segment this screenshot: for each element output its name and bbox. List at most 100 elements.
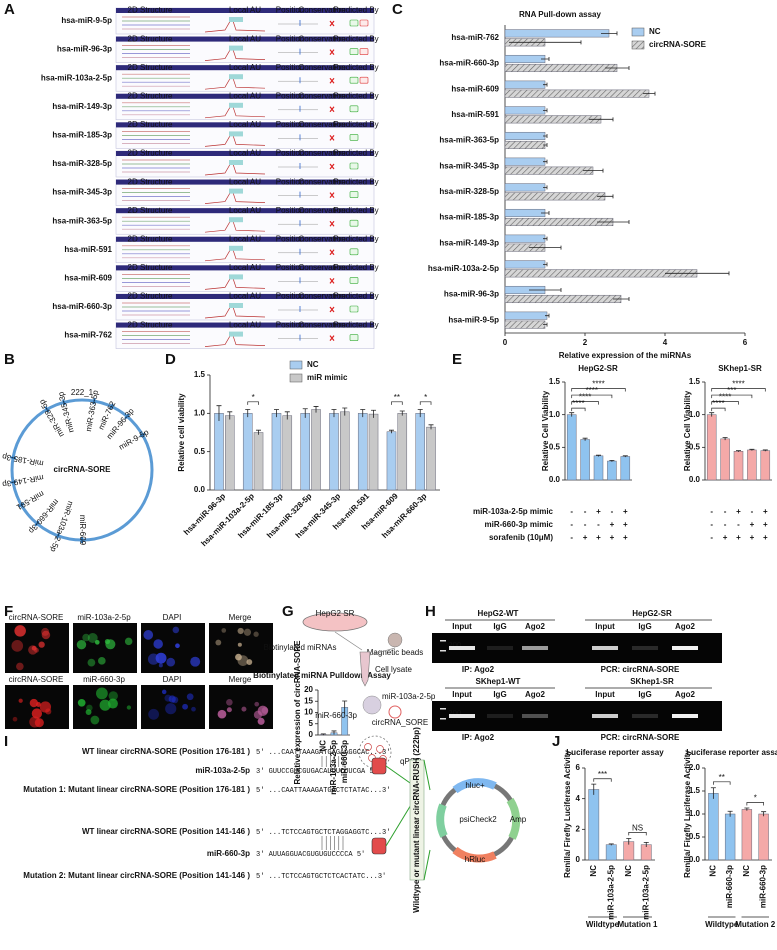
shape [423,849,431,881]
error-bar [761,811,767,817]
column-header: Local AU [229,149,261,158]
gel-band [672,646,698,650]
error-bar [605,65,630,70]
y-tick-label: 6 [576,763,581,772]
cell [261,707,269,714]
condition-sign: - [570,507,573,516]
shape [92,397,96,405]
lane-label: Ago2 [525,622,546,631]
y-tick-label: 4 [576,794,581,803]
condition-sign: - [584,507,587,516]
significance-bracket [711,388,766,392]
y-tick-label: hsa-miR-345-3p [439,161,499,170]
shape [440,718,446,720]
panel-label: C [392,1,403,18]
image-label: miR-103a-2-5p [77,613,131,622]
column-header: 2D Structure [128,320,173,329]
y-tick-label: 10 [304,708,313,717]
cross [329,77,335,84]
shape [116,8,374,13]
shape [349,191,359,198]
significance-label: * [252,393,255,402]
condition-sign: + [596,533,601,542]
column-header: Position [276,120,304,129]
error-bar [342,700,348,714]
column-header: 2D Structure [128,120,173,129]
column-header: Predicted By [333,63,378,72]
y-axis-label: Renilla/ Firefly Luciferase Activity [683,750,692,878]
cell [148,708,160,720]
panel-label: G [282,603,294,620]
bar [426,426,436,491]
bar [504,294,622,304]
shape [349,248,359,256]
bar [224,415,235,491]
significance-bracket [571,388,626,392]
cross [329,106,335,113]
error-bar [541,211,550,216]
shape [229,160,243,165]
shape [440,640,446,642]
mirna-name: hsa-miR-609 [64,274,112,283]
shape [116,322,374,328]
ip-label: IP: Ago2 [462,733,495,742]
condition-sign: + [610,520,615,529]
shape [116,36,374,42]
y-tick-label: 0.5 [689,442,701,451]
significance-label: ** [719,773,725,782]
column-header: Position [276,177,304,186]
error-bar [709,412,715,417]
x-tick-label: 2 [583,338,588,347]
x-tick-label: 4 [663,338,668,347]
group-label: SKhep1-SR [630,677,674,686]
shape [116,294,374,299]
error-bar [762,449,768,452]
significance-label: **** [719,393,731,402]
bar [300,413,311,491]
cross [329,335,335,341]
error-bar [529,288,562,293]
error-bar [608,843,614,846]
bar [605,844,617,861]
shape [229,331,243,337]
bar [504,166,594,175]
significance-bracket [628,832,647,836]
condition-sign: + [583,533,588,542]
column-header: Local AU [229,235,261,244]
wt-sequence: 5' ...CAATTAAAGATGAGAAGGCAC...3' [256,749,390,757]
condition-sign: - [710,520,713,529]
shape [116,236,374,242]
bar [708,793,719,861]
y-tick-label: 20 [304,685,313,694]
bar [588,789,600,861]
arrow [334,631,396,656]
plasmid-segment [452,846,497,863]
column-header: Conservation [298,92,345,101]
mut-sequence: 5' ...TCTCCAGTGCTCTCACTATC...3' [256,873,386,881]
shape [44,406,50,413]
column-header: Predicted By [333,149,378,158]
y-axis-label: Renilla/ Firefly Luciferase Activity [563,750,572,878]
ip-label: IP: Ago2 [462,665,495,674]
condition-sign: - [724,520,727,529]
cell [253,631,259,637]
significance-label: * [754,794,757,803]
shape [349,19,359,27]
condition-sign: + [736,533,741,542]
legend-swatch [631,27,645,37]
condition-label: miR-660-3p mimic [485,520,554,529]
bar [504,89,650,98]
cell [215,639,222,646]
cell [165,703,177,715]
column-header: Position [276,6,304,15]
significance-bracket [571,401,599,405]
shape [229,17,243,22]
bar [607,460,617,481]
cell [147,653,160,665]
bar [504,140,546,150]
cell [254,701,260,707]
bar [504,311,548,320]
x-tick-label: NC [624,865,633,877]
wt-label: WT linear circRNA-SORE (Position 141-146… [82,827,250,836]
bar [339,411,350,491]
